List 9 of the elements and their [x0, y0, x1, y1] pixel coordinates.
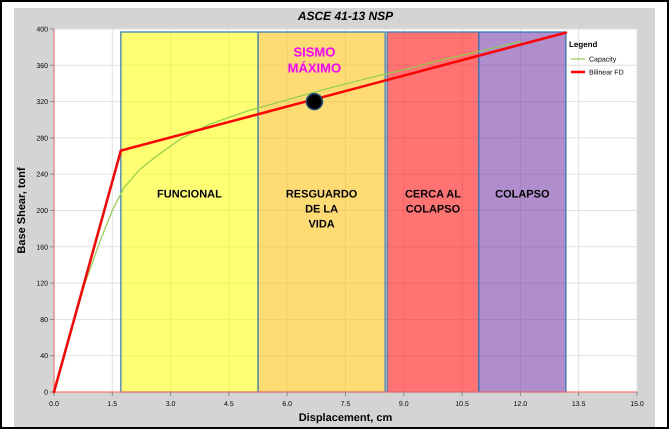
- band-label: CERCA AL COLAPSO: [404, 188, 462, 216]
- chart-title: ASCE 41-13 NSP: [296, 9, 394, 23]
- x-axis-title: Displacement, cm: [298, 412, 392, 424]
- legend-title: Legend: [569, 40, 598, 49]
- y-axis-title: Base Shear, tonf: [16, 167, 28, 254]
- band-label: RESGUARDO DE LA VIDA: [286, 188, 358, 230]
- annotation: SISMO MÁXIMO: [288, 44, 342, 76]
- band-label: FUNCIONAL: [157, 188, 222, 200]
- band-label: COLAPSO: [495, 188, 550, 200]
